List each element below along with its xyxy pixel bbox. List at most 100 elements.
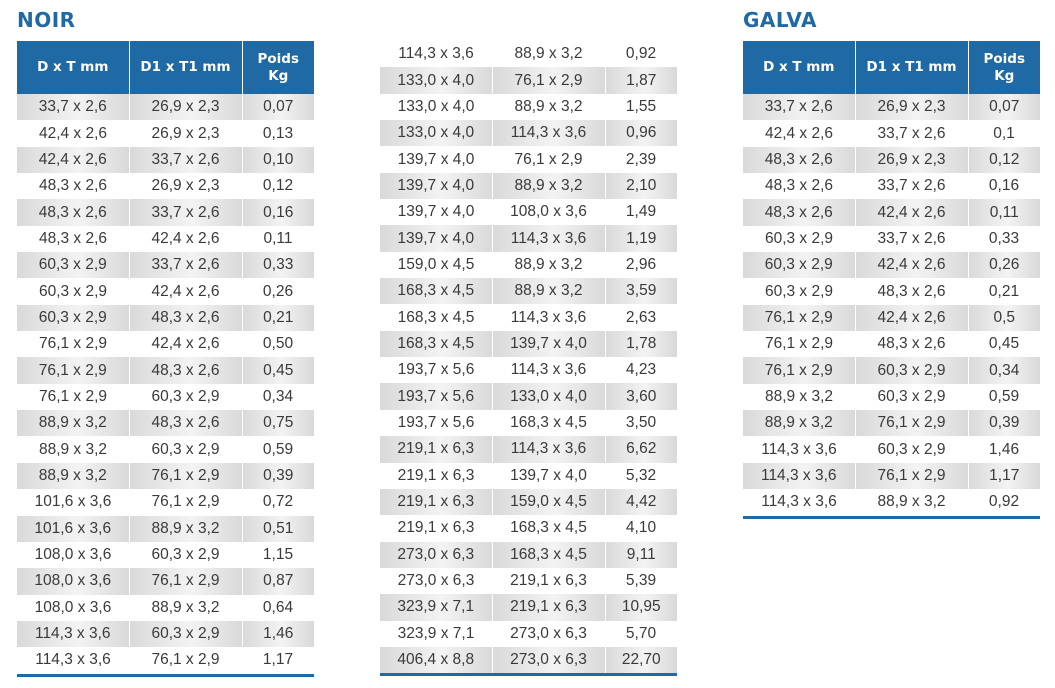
table-row: 323,9 x 7,1 273,0 x 6,3 5,70 <box>380 620 677 647</box>
cell-d1xt1: 48,3 x 2,6 <box>128 357 242 384</box>
cell-poids: 0,45 <box>988 335 1020 353</box>
cell-d1xt1: 42,4 x 2,6 <box>854 252 968 279</box>
cell-d1xt1: 114,3 x 3,6 <box>491 225 605 252</box>
cell-dxt: 133,0 x 4,0 <box>380 67 492 94</box>
cell-dxt: 48,3 x 2,6 <box>743 146 855 174</box>
table-row: 60,3 x 2,9 33,7 x 2,6 0,33 <box>743 226 1040 252</box>
cell-dxt: 168,3 x 4,5 <box>380 304 492 331</box>
cell-d1xt1: 114,3 x 3,6 <box>492 357 605 384</box>
header-poids: Poids Kg <box>967 41 1040 94</box>
cell-dxt: 273,0 x 6,3 <box>380 567 492 595</box>
cell-poids: 0,92 <box>968 489 1040 519</box>
table-row: 193,7 x 5,6 114,3 x 3,6 4,23 <box>380 357 677 384</box>
table-row: 114,3 x 3,6 76,1 x 2,9 1,17 <box>743 462 1040 490</box>
cell-d1xt1: 42,4 x 2,6 <box>151 335 220 353</box>
cell-dxt: 42,4 x 2,6 <box>38 124 108 142</box>
cell-d1xt1: 76,1 x 2,9 <box>129 647 242 677</box>
cell-dxt: 193,7 x 5,6 <box>380 409 492 437</box>
table-row: 60,3 x 2,9 42,4 x 2,6 0,26 <box>17 278 314 304</box>
cell-dxt: 48,3 x 2,6 <box>743 199 855 226</box>
cell-dxt: 323,9 x 7,1 <box>380 594 492 621</box>
cell-poids: 4,23 <box>605 357 677 384</box>
table-row: 76,1 x 2,9 42,4 x 2,6 0,5 <box>743 304 1040 332</box>
header-d1xt1: D1 x T1 mm <box>128 41 242 94</box>
table-row: 273,0 x 6,3 219,1 x 6,3 5,39 <box>380 567 677 595</box>
cell-poids: 6,62 <box>604 436 677 463</box>
cell-poids: 0,75 <box>241 410 314 437</box>
cell-dxt: 114,3 x 3,6 <box>17 620 129 648</box>
cell-poids: 0,5 <box>967 304 1040 332</box>
cell-d1xt1: 48,3 x 2,6 <box>877 335 946 353</box>
cell-poids: 0,12 <box>967 146 1040 174</box>
cell-poids: 2,39 <box>605 146 677 173</box>
cell-poids: 0,26 <box>967 252 1040 279</box>
noir-continued-table: 114,3 x 3,6 88,9 x 3,2 0,92 133,0 x 4,0 76,1… <box>380 41 677 677</box>
table-row: 193,7 x 5,6 133,0 x 4,0 3,60 <box>380 383 677 410</box>
cell-d1xt1: 33,7 x 2,6 <box>128 146 242 174</box>
cell-poids: 0,16 <box>988 177 1020 195</box>
table-row: 139,7 x 4,0 108,0 x 3,6 1,49 <box>380 199 677 226</box>
table-row: 168,3 x 4,5 139,7 x 4,0 1,78 <box>380 330 677 358</box>
cell-dxt: 114,3 x 3,6 <box>761 440 837 458</box>
table-row: 76,1 x 2,9 60,3 x 2,9 0,34 <box>17 384 314 410</box>
cell-poids: 1,17 <box>242 647 314 677</box>
cell-d1xt1: 139,7 x 4,0 <box>492 462 605 489</box>
cell-poids: 0,96 <box>604 120 677 147</box>
cell-d1xt1: 219,1 x 6,3 <box>491 594 605 621</box>
cell-dxt: 139,7 x 4,0 <box>380 146 492 173</box>
cell-dxt: 193,7 x 5,6 <box>380 383 492 410</box>
cell-poids: 0,13 <box>262 124 294 142</box>
cell-dxt: 219,1 x 6,3 <box>380 515 492 542</box>
table-row: 48,3 x 2,6 33,7 x 2,6 0,16 <box>743 173 1040 199</box>
cell-dxt: 108,0 x 3,6 <box>34 546 112 564</box>
cell-d1xt1: 42,4 x 2,6 <box>854 199 968 226</box>
cell-d1xt1: 114,3 x 3,6 <box>492 304 605 331</box>
cell-dxt: 48,3 x 2,6 <box>764 177 834 195</box>
galva-title: GALVA <box>743 8 817 32</box>
noir-title: NOIR <box>17 8 76 32</box>
cell-dxt: 193,7 x 5,6 <box>380 357 492 384</box>
cell-dxt: 48,3 x 2,6 <box>38 229 108 247</box>
cell-d1xt1: 273,0 x 6,3 <box>492 620 605 647</box>
cell-dxt: 48,3 x 2,6 <box>38 177 108 195</box>
cell-dxt: 88,9 x 3,2 <box>38 440 108 458</box>
cell-d1xt1: 133,0 x 4,0 <box>491 383 605 410</box>
cell-dxt: 60,3 x 2,9 <box>17 252 129 279</box>
table-row: 114,3 x 3,6 76,1 x 2,9 1,17 <box>17 647 314 677</box>
table-row: 193,7 x 5,6 168,3 x 4,5 3,50 <box>380 409 677 437</box>
cell-d1xt1: 48,3 x 2,6 <box>877 282 946 300</box>
cell-dxt: 219,1 x 6,3 <box>380 488 492 516</box>
cell-poids: 0,50 <box>262 335 294 353</box>
cell-poids: 10,95 <box>604 594 677 621</box>
cell-d1xt1: 88,9 x 3,2 <box>855 489 968 519</box>
table-row: 101,6 x 3,6 76,1 x 2,9 0,72 <box>17 489 314 515</box>
table-row: 48,3 x 2,6 33,7 x 2,6 0,16 <box>17 199 314 226</box>
cell-poids: 3,59 <box>604 278 677 305</box>
cell-poids: 0,16 <box>241 199 314 226</box>
cell-dxt: 60,3 x 2,9 <box>764 229 834 247</box>
cell-d1xt1: 48,3 x 2,6 <box>128 410 242 437</box>
cell-poids: 3,60 <box>604 383 677 410</box>
cell-d1xt1: 26,9 x 2,3 <box>854 94 968 121</box>
cell-d1xt1: 88,9 x 3,2 <box>491 278 605 305</box>
cell-dxt: 76,1 x 2,9 <box>743 357 855 384</box>
table-row: 42,4 x 2,6 33,7 x 2,6 0,1 <box>743 120 1040 146</box>
table-row: 219,1 x 6,3 114,3 x 3,6 6,62 <box>380 436 677 463</box>
cell-dxt: 88,9 x 3,2 <box>17 462 129 490</box>
cell-dxt: 108,0 x 3,6 <box>17 568 129 595</box>
cell-poids: 0,21 <box>241 304 314 332</box>
cell-d1xt1: 76,1 x 2,9 <box>128 462 242 490</box>
cell-poids: 0,39 <box>241 462 314 490</box>
table-row: 76,1 x 2,9 48,3 x 2,6 0,45 <box>17 357 314 384</box>
cell-dxt: 60,3 x 2,9 <box>764 282 834 300</box>
table-header-row: D x T mm D1 x T1 mm Poids Kg <box>743 41 1040 94</box>
cell-poids: 0,33 <box>241 252 314 279</box>
cell-dxt: 42,4 x 2,6 <box>764 124 834 142</box>
cell-d1xt1: 108,0 x 3,6 <box>492 199 605 226</box>
cell-poids: 0,64 <box>262 598 294 616</box>
cell-d1xt1: 26,9 x 2,3 <box>854 146 968 174</box>
cell-dxt: 108,0 x 3,6 <box>34 598 112 616</box>
cell-poids: 2,63 <box>605 304 677 331</box>
cell-d1xt1: 42,4 x 2,6 <box>854 304 968 332</box>
header-poids: Poids Kg <box>241 41 314 94</box>
